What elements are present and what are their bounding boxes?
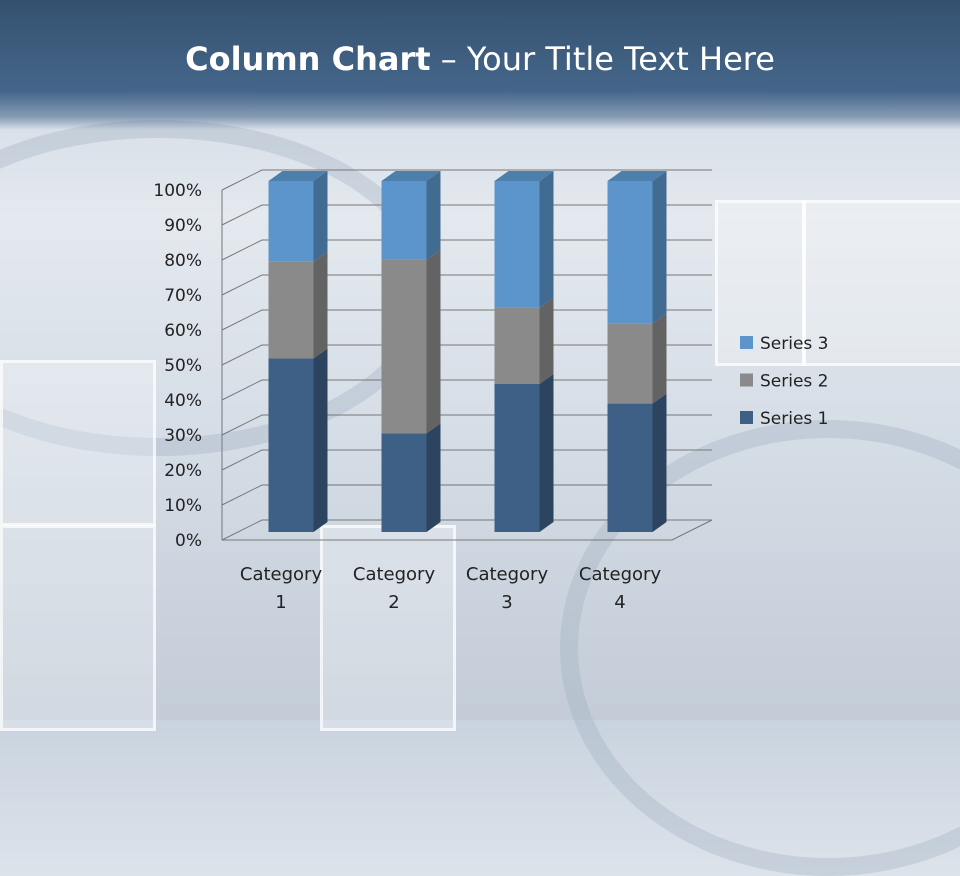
gridline — [221, 414, 712, 436]
bar-side-series-1 — [426, 423, 441, 532]
category-label: Category — [240, 564, 323, 585]
bar-series-3 — [268, 181, 314, 262]
y-tick-label: 0% — [175, 531, 202, 551]
bar-series-2 — [607, 323, 653, 404]
y-tick-label: 100% — [153, 181, 202, 201]
title-rest: – Your Title Text Here — [430, 40, 775, 78]
bar-side-series-2 — [652, 313, 667, 404]
bar-top — [381, 171, 441, 181]
legend-label: Series 1 — [760, 409, 829, 429]
bar-series-1 — [381, 433, 427, 532]
bar-side-series-3 — [539, 171, 554, 308]
bar-top — [494, 171, 554, 181]
category-label-number: 3 — [501, 592, 512, 613]
bar-series-3 — [494, 181, 540, 308]
slide-title: Column Chart – Your Title Text Here — [0, 40, 960, 78]
gridline — [221, 519, 712, 541]
bar-series-2 — [268, 261, 314, 359]
bar-series-3 — [381, 181, 427, 260]
title-band — [0, 0, 960, 130]
bar-series-1 — [494, 383, 540, 532]
column-chart: 0% 10% 20% 30% 40% 50% 60% 70% 80% 90% 100% Categor… — [153, 169, 829, 613]
gridline — [221, 309, 712, 331]
y-tick-label: 60% — [164, 321, 202, 341]
bar-side-series-1 — [539, 373, 554, 532]
category-label-number: 1 — [275, 592, 286, 613]
bar-side-series-2 — [426, 249, 441, 434]
title-bold: Column Chart — [185, 40, 431, 78]
y-tick-label: 10% — [164, 496, 202, 516]
y-tick-label: 50% — [164, 356, 202, 376]
category-label-number: 4 — [614, 592, 625, 613]
category-label-number: 2 — [388, 592, 399, 613]
gridline — [221, 449, 712, 471]
gridline — [221, 239, 712, 261]
y-tick-label: 70% — [164, 286, 202, 306]
bar-side-series-3 — [313, 171, 328, 262]
bar-series-3 — [607, 181, 653, 324]
bar-series-2 — [381, 259, 427, 434]
gridline — [221, 379, 712, 401]
bar-side-series-3 — [652, 171, 667, 324]
gridline — [221, 484, 712, 506]
category-label: Category — [466, 564, 549, 585]
bar-series-1 — [607, 403, 653, 532]
bar-side-series-1 — [313, 348, 328, 532]
bar-series-2 — [494, 307, 540, 384]
gridline — [221, 169, 712, 191]
bar-side-series-2 — [539, 297, 554, 384]
gridline — [221, 274, 712, 296]
bar-side-series-3 — [426, 171, 441, 260]
legend-label: Series 2 — [760, 372, 829, 392]
bar-top — [268, 171, 328, 181]
x-axis-floor — [222, 519, 713, 541]
category-label: Category — [353, 564, 436, 585]
y-tick-label: 20% — [164, 461, 202, 481]
bar-side-series-1 — [652, 393, 667, 532]
gridline — [221, 344, 712, 366]
y-tick-label: 90% — [164, 216, 202, 236]
legend-swatch — [740, 411, 753, 424]
bar-side-series-2 — [313, 251, 328, 359]
y-tick-label: 30% — [164, 426, 202, 446]
y-tick-label: 80% — [164, 251, 202, 271]
bar-series-1 — [268, 358, 314, 532]
gridline — [221, 204, 712, 226]
legend-label: Series 3 — [760, 334, 829, 354]
legend-swatch — [740, 373, 753, 387]
bar-top — [607, 171, 667, 181]
y-tick-label: 40% — [164, 391, 202, 411]
category-label: Category — [579, 564, 662, 585]
legend-swatch — [740, 336, 753, 349]
